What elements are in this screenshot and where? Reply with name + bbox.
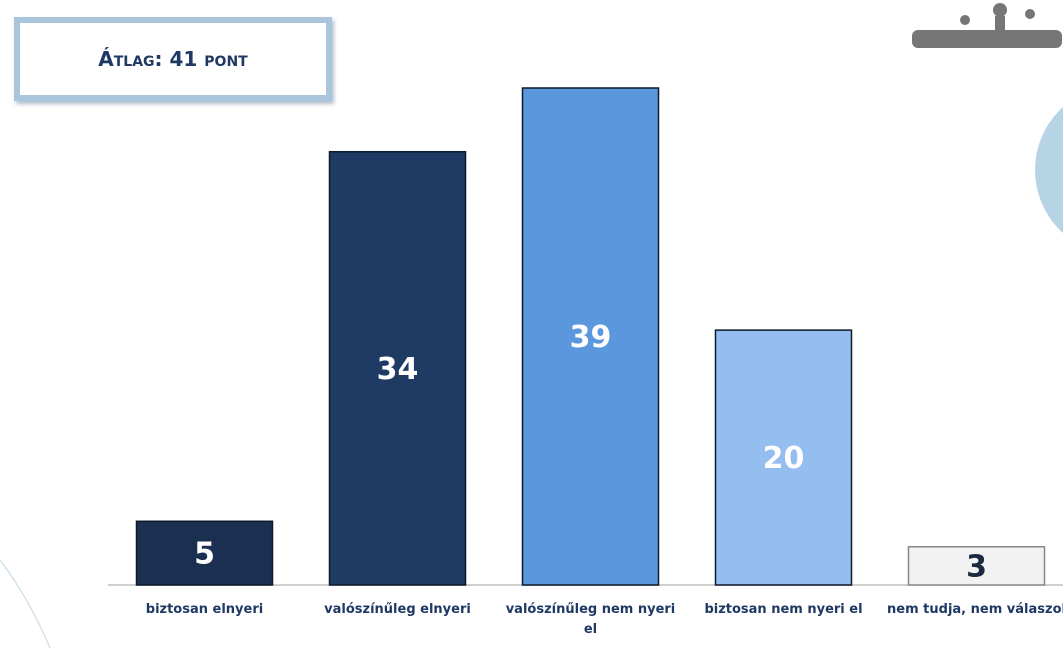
bar xyxy=(714,329,853,586)
decoration xyxy=(0,559,51,648)
annotation: Átlag: 41 pont xyxy=(14,17,332,101)
category-label: biztosan nem nyeri el xyxy=(704,602,863,617)
category-label: valószínűleg nem nyeri el xyxy=(505,602,676,637)
decoration xyxy=(912,3,1062,48)
value-label: 34 xyxy=(377,352,419,387)
value-label: 5 xyxy=(194,537,215,572)
bar xyxy=(907,546,1046,586)
decoration xyxy=(1035,106,1063,234)
bar xyxy=(135,520,274,586)
bar xyxy=(328,150,467,586)
bar xyxy=(521,87,660,586)
value-label: 3 xyxy=(966,549,987,584)
value-label: 20 xyxy=(763,441,805,476)
category-label: biztosan elnyeri xyxy=(145,602,264,617)
value-label: 39 xyxy=(570,320,612,355)
category-label: valószínűleg elnyeri xyxy=(324,602,471,617)
category-label: nem tudja, nem válaszol xyxy=(887,602,1063,617)
